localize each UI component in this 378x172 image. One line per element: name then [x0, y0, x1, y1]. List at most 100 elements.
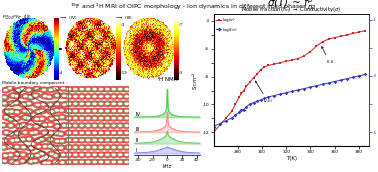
Circle shape — [109, 152, 119, 158]
Circle shape — [48, 138, 53, 141]
Circle shape — [27, 125, 32, 128]
Circle shape — [26, 158, 36, 165]
Circle shape — [99, 88, 104, 91]
Circle shape — [77, 93, 87, 100]
Circle shape — [33, 131, 38, 134]
Circle shape — [105, 131, 110, 135]
Circle shape — [99, 95, 104, 98]
Circle shape — [19, 122, 29, 128]
Circle shape — [73, 138, 78, 142]
Circle shape — [67, 131, 71, 135]
Circle shape — [111, 124, 116, 127]
log(f$_m$) — [356, 75, 361, 77]
Circle shape — [67, 88, 71, 91]
Circle shape — [83, 152, 93, 158]
Circle shape — [115, 130, 125, 136]
Circle shape — [111, 95, 116, 98]
Circle shape — [124, 131, 129, 135]
Circle shape — [64, 93, 74, 100]
Circle shape — [70, 122, 81, 129]
Circle shape — [73, 102, 78, 105]
Circle shape — [77, 137, 87, 143]
Circle shape — [64, 115, 74, 121]
Circle shape — [86, 138, 91, 142]
log(f$_m$) — [255, 100, 259, 102]
Circle shape — [30, 158, 40, 164]
Circle shape — [83, 93, 93, 100]
Circle shape — [99, 153, 104, 156]
log(f$_m$) — [233, 114, 238, 116]
Circle shape — [57, 159, 67, 166]
Line: log(f$_m$): log(f$_m$) — [212, 73, 366, 128]
Circle shape — [99, 138, 104, 142]
Circle shape — [53, 160, 58, 163]
Circle shape — [40, 143, 50, 150]
Circle shape — [83, 130, 93, 136]
Circle shape — [10, 160, 15, 163]
Circle shape — [21, 103, 26, 106]
Circle shape — [14, 117, 19, 120]
Circle shape — [111, 153, 116, 156]
Circle shape — [124, 153, 129, 156]
Circle shape — [26, 110, 31, 113]
Circle shape — [12, 151, 23, 157]
Circle shape — [90, 108, 100, 114]
Circle shape — [109, 130, 119, 136]
Circle shape — [14, 101, 19, 105]
Circle shape — [105, 160, 110, 164]
log($\sigma$) — [259, 69, 263, 71]
Circle shape — [6, 122, 16, 129]
Circle shape — [35, 87, 40, 90]
Circle shape — [40, 109, 45, 113]
Circle shape — [0, 87, 11, 93]
Circle shape — [86, 146, 91, 149]
Circle shape — [115, 152, 125, 158]
log($\sigma$) — [314, 45, 319, 47]
Circle shape — [5, 85, 15, 91]
Circle shape — [79, 88, 84, 91]
Circle shape — [83, 144, 93, 150]
log(f$_m$) — [332, 80, 337, 83]
Circle shape — [5, 143, 15, 150]
Circle shape — [124, 109, 129, 113]
Circle shape — [83, 108, 93, 114]
log(f$_m$) — [251, 102, 256, 104]
Circle shape — [56, 131, 66, 137]
Circle shape — [28, 147, 33, 150]
Circle shape — [22, 109, 27, 113]
X-axis label: kHz: kHz — [163, 164, 172, 169]
Circle shape — [92, 138, 97, 142]
Circle shape — [20, 108, 30, 114]
Circle shape — [111, 102, 116, 105]
Circle shape — [52, 107, 62, 114]
log(f$_m$) — [248, 103, 252, 105]
Circle shape — [61, 153, 66, 156]
Circle shape — [96, 159, 106, 165]
Circle shape — [64, 144, 74, 150]
Circle shape — [27, 130, 37, 136]
Circle shape — [111, 109, 116, 113]
Circle shape — [96, 137, 106, 143]
Circle shape — [64, 101, 74, 107]
Circle shape — [28, 95, 33, 99]
Circle shape — [20, 114, 31, 121]
Circle shape — [73, 146, 78, 149]
Circle shape — [58, 146, 64, 149]
Circle shape — [124, 138, 129, 142]
log($\sigma$) — [356, 31, 361, 33]
Text: Mobile fraction(f$_m$) $\rightarrow$ Conductivity($\sigma$): Mobile fraction(f$_m$) $\rightarrow$ Con… — [241, 5, 341, 14]
Circle shape — [57, 114, 67, 120]
Circle shape — [60, 116, 65, 119]
Circle shape — [105, 102, 110, 105]
Circle shape — [90, 152, 100, 158]
Circle shape — [45, 121, 56, 128]
Circle shape — [90, 86, 100, 92]
Circle shape — [26, 94, 36, 100]
Circle shape — [46, 161, 51, 164]
Circle shape — [67, 153, 71, 156]
Circle shape — [48, 88, 53, 91]
Circle shape — [8, 137, 18, 144]
log(f$_m$) — [302, 88, 307, 90]
Circle shape — [102, 108, 113, 114]
Circle shape — [86, 88, 91, 91]
